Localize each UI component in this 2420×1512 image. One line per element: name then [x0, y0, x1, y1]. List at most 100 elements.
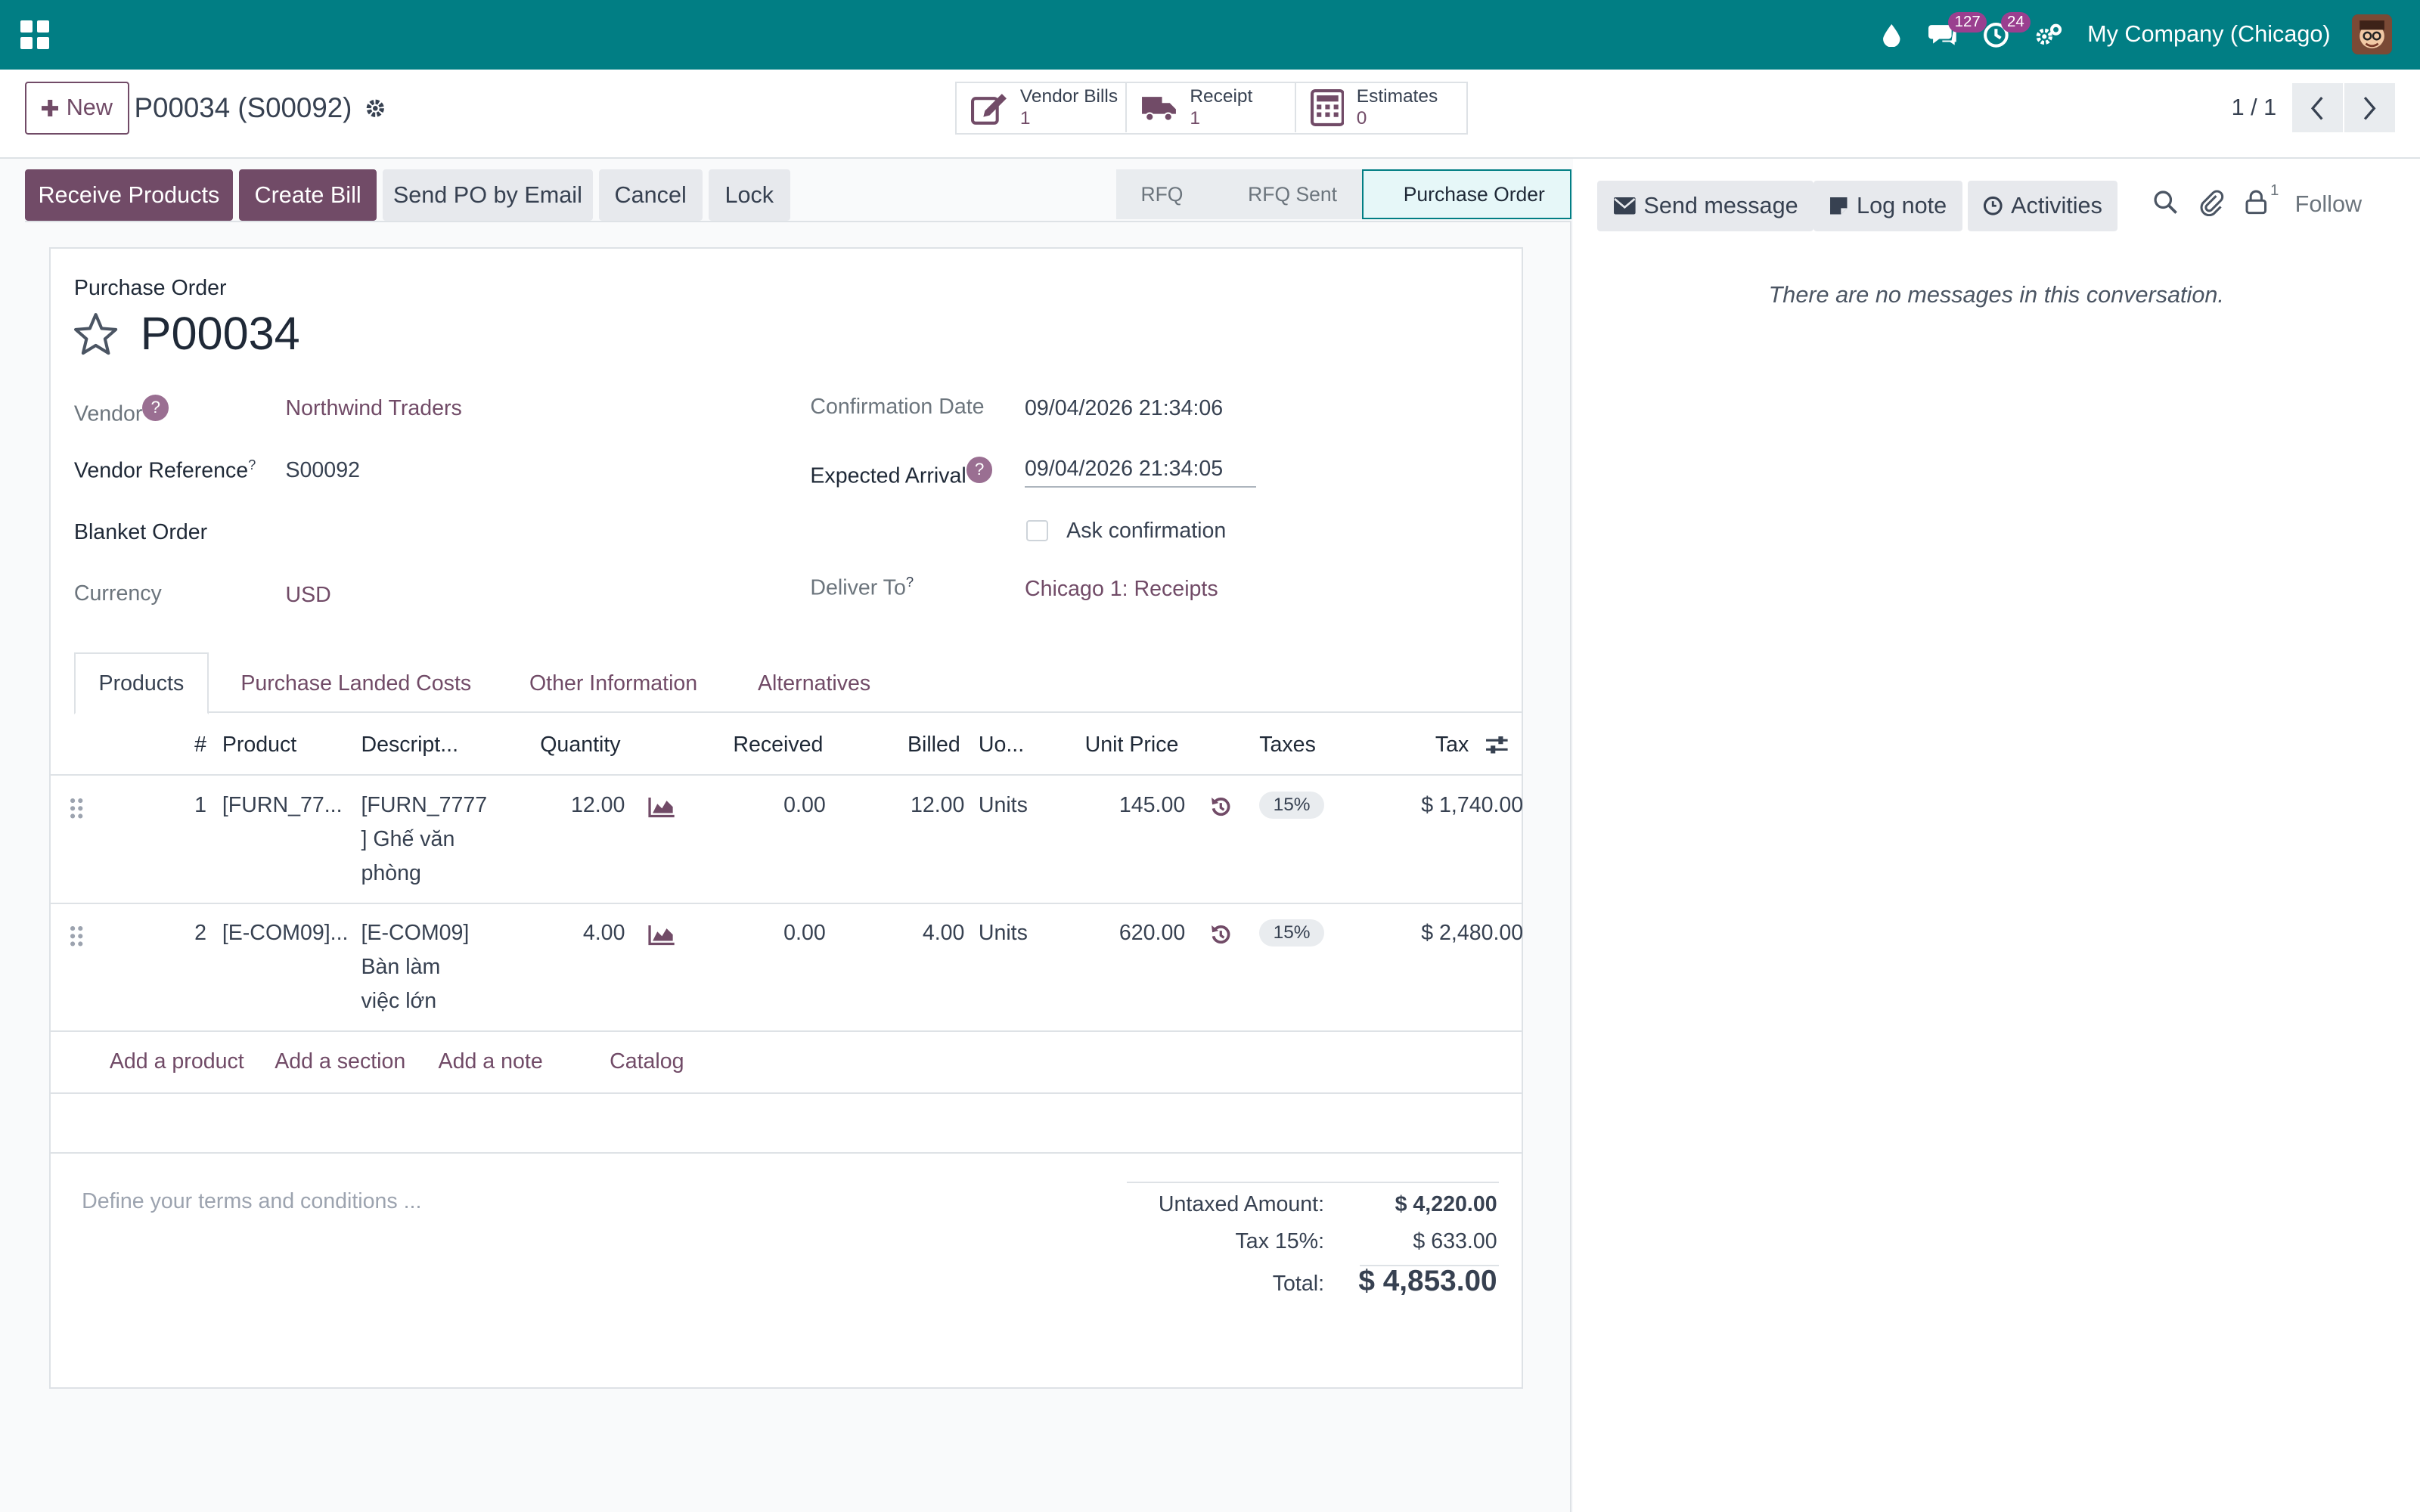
- terms-conditions-field[interactable]: Define your terms and conditions ...: [82, 1189, 422, 1214]
- messages-icon[interactable]: 127: [1918, 0, 1987, 70]
- row-divider: [51, 1030, 1524, 1033]
- pager-next-button[interactable]: [2344, 83, 2396, 133]
- col-unit-price[interactable]: Unit Price: [1084, 733, 1179, 758]
- tab-products[interactable]: Products: [73, 652, 209, 714]
- tab-other-information[interactable]: Other Information: [529, 671, 698, 696]
- line-description-2[interactable]: Bàn làm: [361, 955, 441, 980]
- smart-label: Vendor Bills: [1019, 86, 1118, 107]
- add-section-link[interactable]: Add a section: [275, 1049, 406, 1074]
- stage-rfq-sent[interactable]: RFQ Sent: [1208, 169, 1362, 219]
- line-uom[interactable]: Units: [978, 792, 1028, 817]
- line-product[interactable]: [FURN_77...: [222, 792, 343, 817]
- user-avatar[interactable]: [2352, 14, 2393, 55]
- row-divider: [51, 1152, 1524, 1154]
- search-icon[interactable]: [2153, 190, 2178, 215]
- line-description-1[interactable]: [E-COM09]: [361, 921, 470, 946]
- line-product[interactable]: [E-COM09]...: [222, 921, 349, 946]
- estimates-smart-button[interactable]: Estimates 0: [1296, 83, 1466, 132]
- help-tooltip-icon[interactable]: ?: [142, 395, 169, 422]
- line-quantity[interactable]: 4.00: [582, 921, 625, 946]
- lock-button[interactable]: Lock: [708, 169, 790, 221]
- send-message-button[interactable]: Send message: [1597, 180, 1814, 232]
- vendor-field[interactable]: Northwind Traders: [285, 396, 462, 421]
- smart-label: Receipt: [1190, 86, 1253, 107]
- log-note-button[interactable]: Log note: [1813, 180, 1962, 232]
- tax-amount-label: Tax 15%:: [1235, 1229, 1325, 1254]
- truck-icon: [1142, 97, 1177, 122]
- catalog-link[interactable]: Catalog: [610, 1049, 684, 1074]
- receipt-smart-button[interactable]: Receipt 1: [1127, 83, 1297, 133]
- stage-purchase-order[interactable]: Purchase Order: [1361, 169, 1571, 219]
- optional-columns-icon[interactable]: [1485, 734, 1509, 756]
- line-uom[interactable]: Units: [978, 921, 1028, 946]
- log-note-label: Log note: [1857, 192, 1947, 218]
- col-description[interactable]: Descript...: [361, 733, 459, 758]
- col-uom[interactable]: Uo...: [978, 733, 1025, 758]
- paperclip-icon[interactable]: [2199, 190, 2224, 216]
- cancel-button[interactable]: Cancel: [598, 169, 703, 221]
- tax-tag[interactable]: 15%: [1259, 791, 1324, 820]
- forecast-chart-icon[interactable]: [648, 924, 676, 946]
- line-description-3[interactable]: việc lớn: [361, 988, 437, 1013]
- pager-previous-button[interactable]: [2291, 83, 2343, 133]
- debug-drop-icon[interactable]: [1865, 0, 1917, 70]
- vendor-bills-smart-button[interactable]: Vendor Bills 1: [957, 83, 1127, 133]
- expected-arrival-field[interactable]: 09/04/2026 21:34:05: [1025, 457, 1257, 488]
- currency-field[interactable]: USD: [285, 583, 331, 608]
- drag-handle-icon[interactable]: [70, 798, 83, 820]
- smart-value: 1: [1019, 107, 1031, 129]
- line-unit-price[interactable]: 145.00: [1118, 792, 1186, 817]
- line-description-3[interactable]: phòng: [361, 860, 421, 885]
- history-icon[interactable]: [1210, 924, 1232, 946]
- app-menu-icon[interactable]: [20, 20, 50, 50]
- receive-products-button[interactable]: Receive Products: [24, 169, 234, 221]
- deliver-to-field[interactable]: Chicago 1: Receipts: [1025, 577, 1218, 602]
- new-button[interactable]: New: [24, 82, 130, 135]
- vendor-reference-field[interactable]: S00092: [285, 458, 360, 483]
- lock-followers-icon[interactable]: [2245, 190, 2267, 215]
- col-tax[interactable]: Tax: [1435, 733, 1469, 758]
- tax-tag[interactable]: 15%: [1259, 919, 1324, 947]
- star-icon[interactable]: [73, 311, 119, 356]
- status-stages: RFQ RFQ Sent Purchase Order: [1115, 169, 1571, 219]
- add-product-link[interactable]: Add a product: [109, 1049, 244, 1074]
- line-description-2[interactable]: ] Ghế văn: [361, 826, 455, 851]
- send-po-email-button[interactable]: Send PO by Email: [383, 169, 593, 221]
- tab-alternatives[interactable]: Alternatives: [757, 671, 871, 696]
- col-taxes[interactable]: Taxes: [1259, 733, 1316, 758]
- settings-gears-icon[interactable]: [2022, 0, 2074, 70]
- header-divider: [51, 774, 1524, 776]
- form-view: Purchase Order P00034 Vendor? Northwind …: [0, 222, 1571, 1512]
- col-billed[interactable]: Billed: [907, 733, 960, 758]
- ask-confirmation-checkbox[interactable]: [1026, 519, 1048, 542]
- line-unit-price[interactable]: 620.00: [1118, 921, 1186, 946]
- col-quantity[interactable]: Quantity: [540, 733, 621, 758]
- activities-clock-icon[interactable]: 24: [1970, 0, 2031, 70]
- forecast-chart-icon[interactable]: [648, 796, 676, 818]
- blanket-order-label: Blanket Order: [73, 519, 208, 544]
- smart-value: 0: [1356, 107, 1367, 129]
- drag-handle-icon[interactable]: [70, 925, 83, 947]
- add-note-link[interactable]: Add a note: [438, 1049, 543, 1074]
- follow-button[interactable]: Follow: [2294, 191, 2363, 218]
- record-title: P00034 (S00092): [134, 92, 352, 124]
- line-tax: $ 1,740.00: [1421, 792, 1524, 817]
- confirmation-date-field[interactable]: 09/04/2026 21:34:06: [1025, 396, 1224, 421]
- untaxed-amount-label: Untaxed Amount:: [1158, 1192, 1325, 1217]
- line-received: 0.00: [783, 921, 826, 946]
- col-received[interactable]: Received: [733, 733, 824, 758]
- col-product[interactable]: Product: [222, 733, 297, 758]
- line-description-1[interactable]: [FURN_7777: [361, 792, 488, 817]
- stage-rfq[interactable]: RFQ: [1115, 169, 1208, 219]
- create-bill-button[interactable]: Create Bill: [239, 169, 377, 221]
- help-tooltip-icon[interactable]: ?: [966, 457, 993, 483]
- tab-purchase-landed-costs[interactable]: Purchase Landed Costs: [240, 671, 472, 696]
- activities-button[interactable]: Activities: [1968, 180, 2118, 232]
- history-icon[interactable]: [1210, 796, 1232, 818]
- chatter-panel: Send message Log note Activities 1 Follo…: [1572, 159, 2420, 1512]
- row-divider: [51, 902, 1524, 904]
- gear-icon[interactable]: [365, 98, 386, 119]
- line-quantity[interactable]: 12.00: [570, 792, 625, 817]
- company-switcher[interactable]: My Company (Chicago): [2087, 21, 2331, 48]
- pager-value[interactable]: 1 / 1: [2231, 94, 2277, 121]
